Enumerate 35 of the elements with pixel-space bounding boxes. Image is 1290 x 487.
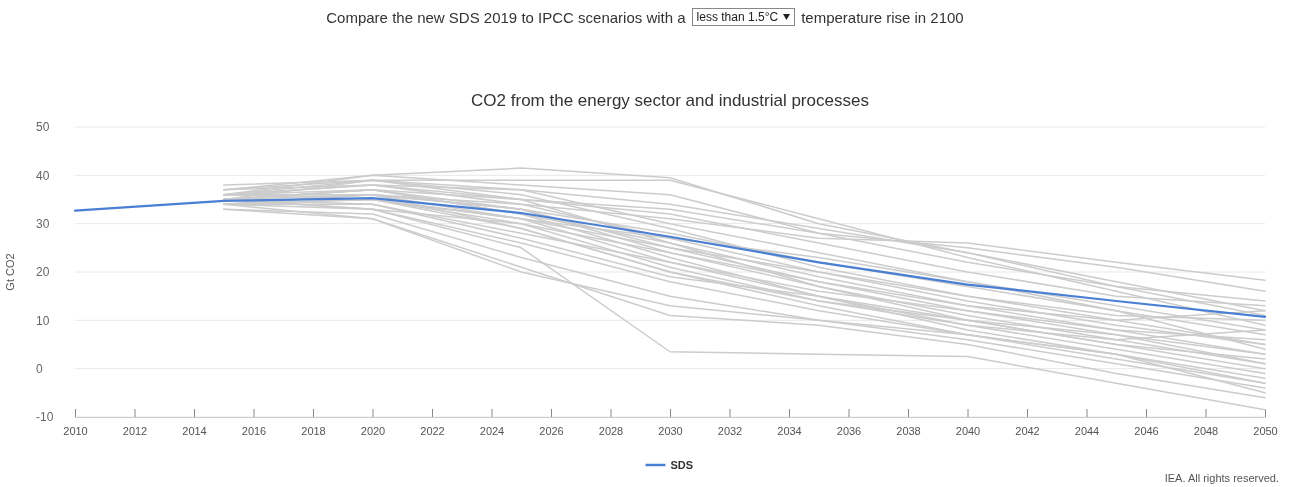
- x-tick-label: 2012: [122, 424, 148, 437]
- y-tick-label: 30: [36, 217, 50, 232]
- x-tick-label: 2030: [658, 424, 683, 437]
- x-tick-label: 2016: [241, 424, 267, 437]
- y-tick-label: 40: [36, 168, 50, 183]
- x-tick-label: 2020: [360, 424, 386, 437]
- x-tick-label: 2014: [182, 424, 207, 437]
- x-tick-label: 2044: [1074, 424, 1100, 437]
- y-tick-label: 10: [36, 313, 50, 328]
- x-tick-label: 2018: [301, 424, 326, 437]
- x-tick-label: 2028: [598, 424, 624, 437]
- y-tick-label: 50: [36, 120, 50, 135]
- x-tick-label: 2034: [777, 424, 802, 437]
- x-tick-label: 2046: [1134, 424, 1159, 437]
- text: Compare the new SDS 2019 to IPCC scenarios with a: [326, 8, 686, 26]
- x-tick-label: 2048: [1193, 424, 1219, 437]
- dropdown: less than 1.5°C: [691, 8, 796, 26]
- text: IEA. All rights reserved.: [1164, 472, 1279, 484]
- x-tick-label: 2022: [420, 424, 445, 437]
- x-tick-label: 2042: [1015, 424, 1040, 437]
- text: temperature rise in 2100: [801, 8, 964, 26]
- legend-label: SDS: [670, 459, 694, 471]
- x-tick-label: 2024: [479, 424, 505, 437]
- y-tick-label: 20: [36, 265, 50, 280]
- x-tick-label: 2010: [63, 424, 88, 437]
- y-tick-label: -10: [36, 410, 54, 425]
- x-tick-label: 2050: [1253, 424, 1278, 437]
- chart-title: CO2 from the energy sector and industrial processes: [471, 91, 869, 110]
- y-tick-label: 0: [36, 362, 43, 377]
- x-tick-label: 2038: [896, 424, 921, 437]
- x-tick-label: 2026: [539, 424, 564, 437]
- y-axis-title: Gt CO2: [4, 253, 16, 291]
- x-tick-label: 2040: [955, 424, 981, 437]
- x-tick-label: 2036: [836, 424, 862, 437]
- x-tick-label: 2032: [717, 424, 743, 437]
